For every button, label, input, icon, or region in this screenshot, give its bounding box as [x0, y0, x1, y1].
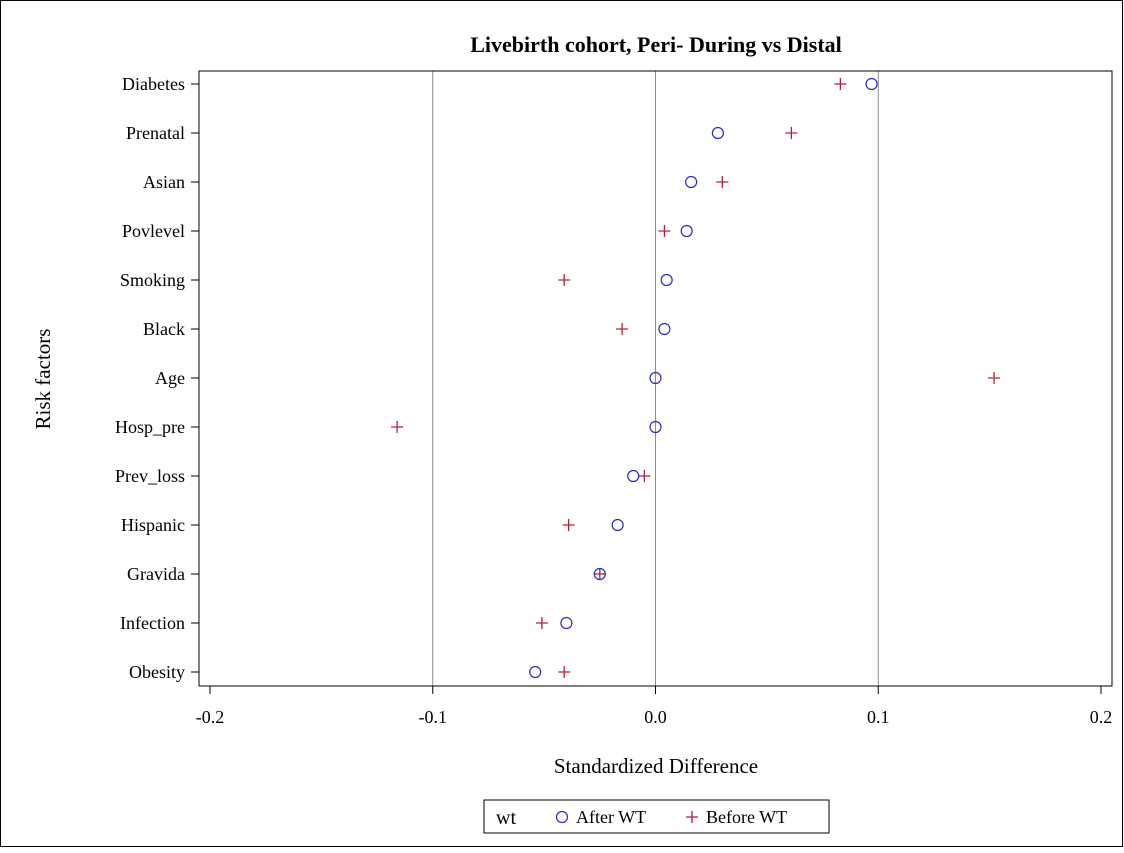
after-wt-point — [649, 420, 662, 434]
after-wt-point — [685, 175, 698, 189]
before-wt-point — [638, 470, 651, 482]
x-axis-label: Standardized Difference — [554, 754, 758, 778]
y-tick-label: Hispanic — [121, 515, 185, 535]
before-wt-point — [785, 127, 798, 139]
x-tick-label: 0.1 — [867, 707, 890, 727]
after-wt-point — [593, 567, 606, 581]
y-tick-label: Infection — [120, 613, 185, 633]
chart-title: Livebirth cohort, Peri- During vs Distal — [470, 32, 842, 57]
y-tick-label: Prev_loss — [115, 466, 185, 486]
before-wt-point — [535, 617, 548, 629]
after-wt-point — [711, 126, 724, 140]
x-tick-label: 0.2 — [1090, 707, 1113, 727]
after-wt-point — [658, 322, 671, 336]
legend-label: Before WT — [706, 807, 787, 827]
legend-box — [483, 799, 830, 834]
before-wt-point — [834, 78, 847, 90]
after-wt-point — [865, 77, 878, 91]
legend-label: After WT — [576, 807, 646, 827]
x-tick-label: -0.1 — [419, 707, 448, 727]
after-wt-point — [660, 273, 673, 287]
y-tick-label: Black — [143, 319, 185, 339]
after-wt-point — [649, 371, 662, 385]
y-tick-label: Obesity — [129, 662, 185, 682]
y-axis-label: Risk factors — [31, 329, 55, 430]
before-wt-point — [593, 568, 606, 580]
x-tick-label: -0.2 — [196, 707, 225, 727]
y-tick-label: Prenatal — [126, 123, 185, 143]
legend: wt After WT Before WT — [483, 799, 830, 834]
y-tick-label: Smoking — [120, 270, 185, 290]
after-wt-point — [560, 616, 573, 630]
reference-lines — [432, 71, 879, 686]
before-wt-point — [558, 666, 571, 678]
legend-items: After WT Before WT — [555, 807, 787, 827]
x-axis-ticks: -0.2 -0.1 0.0 0.1 0.2 — [196, 686, 1113, 727]
before-wt-point — [658, 225, 671, 237]
y-tick-label: Diabetes — [122, 74, 185, 94]
legend-after-wt-marker — [555, 810, 569, 824]
after-wt-point — [611, 518, 624, 532]
before-wt-point — [558, 274, 571, 286]
after-wt-point — [680, 224, 693, 238]
before-wt-point — [988, 372, 1001, 384]
y-tick-label: Age — [155, 368, 185, 388]
data-markers — [391, 77, 1001, 679]
legend-title: wt — [496, 807, 516, 829]
before-wt-point — [391, 421, 404, 433]
y-tick-label: Hosp_pre — [115, 417, 185, 437]
after-wt-point — [627, 469, 640, 483]
before-wt-point — [562, 519, 575, 531]
x-tick-label: 0.0 — [644, 707, 667, 727]
y-axis-ticks: Diabetes Prenatal Asian Povlevel Smoking Blac… — [115, 74, 199, 682]
y-tick-label: Asian — [143, 172, 185, 192]
y-tick-label: Gravida — [127, 564, 185, 584]
y-tick-label: Povlevel — [122, 221, 185, 241]
after-wt-point — [529, 665, 542, 679]
before-wt-point — [616, 323, 629, 335]
legend-before-wt-marker — [686, 811, 698, 823]
before-wt-point — [716, 176, 729, 188]
